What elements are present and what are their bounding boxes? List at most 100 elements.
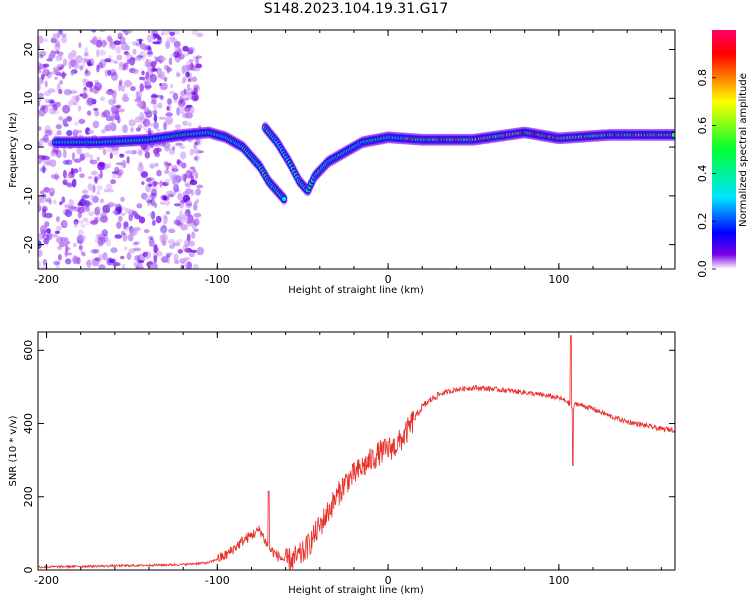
noise-speckle [96, 48, 100, 58]
noise-speckle [73, 132, 78, 138]
noise-speckle [38, 83, 41, 91]
noise-speckle [91, 30, 97, 33]
noise-speckle [116, 221, 122, 229]
noise-speckle [123, 51, 129, 56]
noise-speckle [185, 169, 193, 179]
noise-speckle [159, 56, 167, 62]
noise-speckle [72, 168, 79, 174]
noise-speckle [99, 169, 103, 179]
noise-speckle [80, 223, 86, 229]
noise-speckle [188, 262, 192, 269]
noise-speckle [150, 211, 156, 220]
noise-speckle [195, 199, 200, 204]
noise-speckle [152, 219, 156, 226]
noise-speckle [180, 151, 187, 160]
noise-speckle [113, 114, 120, 121]
noise-speckle [165, 253, 171, 258]
noise-speckle [192, 148, 200, 154]
noise-speckle [157, 102, 163, 109]
noise-speckle [162, 220, 166, 229]
noise-speckle [84, 68, 89, 75]
noise-speckle [76, 235, 84, 244]
noise-speckle [42, 165, 46, 174]
noise-speckle [187, 49, 194, 55]
noise-speckle [142, 118, 151, 127]
noise-speckle [44, 221, 50, 228]
noise-speckle [44, 129, 52, 137]
noise-speckle [73, 221, 79, 228]
noise-speckle [160, 201, 165, 206]
noise-speckle [140, 172, 148, 177]
noise-speckle [187, 235, 191, 245]
colorbar-tick-label: 0.2 [696, 212, 709, 230]
noise-speckle [185, 71, 190, 78]
noise-speckle [146, 45, 152, 51]
noise-speckle [153, 114, 158, 123]
noise-speckle [180, 92, 185, 96]
noise-speckle [138, 76, 145, 81]
noise-speckle [51, 233, 59, 238]
noise-speckle [108, 98, 116, 106]
noise-speckle [198, 249, 203, 255]
noise-speckle [38, 70, 44, 74]
noise-speckle [181, 162, 187, 169]
noise-speckle [184, 247, 192, 253]
noise-speckle [169, 83, 174, 89]
noise-speckle [48, 187, 56, 196]
noise-speckle [96, 156, 100, 162]
noise-speckle [45, 162, 52, 166]
noise-speckle [38, 92, 44, 98]
noise-speckle [110, 247, 118, 254]
noise-speckle [160, 255, 169, 262]
noise-speckle [152, 66, 156, 72]
noise-speckle [152, 33, 157, 40]
noise-speckle [83, 87, 87, 91]
noise-speckle [110, 72, 119, 81]
noise-speckle [177, 192, 183, 201]
noise-speckle [172, 180, 180, 186]
colorbar-ticks: 0.0 0.2 0.4 0.6 0.8 [696, 69, 716, 278]
noise-speckle [90, 249, 98, 254]
noise-speckle [49, 129, 54, 136]
noise-speckle [164, 200, 171, 206]
noise-speckle [38, 140, 43, 148]
noise-speckle [137, 57, 142, 62]
noise-speckle [136, 203, 143, 209]
noise-speckle [183, 88, 187, 95]
noise-speckle [111, 171, 119, 175]
noise-speckle [136, 90, 142, 99]
noise-speckle [192, 169, 197, 173]
noise-speckle [85, 220, 90, 226]
chart-title: S148.2023.104.19.31.G17 [263, 1, 449, 17]
noise-speckle [122, 124, 128, 134]
noise-speckle [138, 112, 145, 121]
noise-speckle [107, 162, 112, 169]
snr-ytick-label: 600 [22, 340, 35, 361]
noise-speckle [76, 240, 84, 244]
noise-speckle [166, 106, 170, 111]
noise-speckle [47, 88, 56, 94]
noise-speckle [170, 53, 176, 57]
noise-speckle [120, 36, 126, 44]
noise-speckle [157, 35, 162, 41]
noise-speckle [39, 54, 44, 59]
noise-speckle [77, 212, 83, 219]
noise-speckle [151, 110, 158, 115]
noise-speckle [84, 46, 89, 56]
noise-speckle [165, 40, 171, 49]
snr-xtick-label: 100 [548, 574, 569, 587]
noise-speckle [104, 69, 108, 77]
noise-speckle [95, 39, 103, 48]
noise-speckle [82, 194, 90, 199]
noise-speckle [185, 200, 193, 209]
noise-speckle [87, 176, 93, 180]
noise-speckle [96, 185, 103, 191]
noise-speckle [173, 51, 180, 58]
noise-speckle [65, 159, 70, 163]
noise-speckle [153, 55, 157, 60]
noise-speckle [158, 116, 167, 120]
noise-speckle [94, 176, 98, 184]
noise-speckle [122, 160, 127, 169]
noise-speckle [148, 122, 156, 127]
noise-speckle [104, 58, 111, 63]
